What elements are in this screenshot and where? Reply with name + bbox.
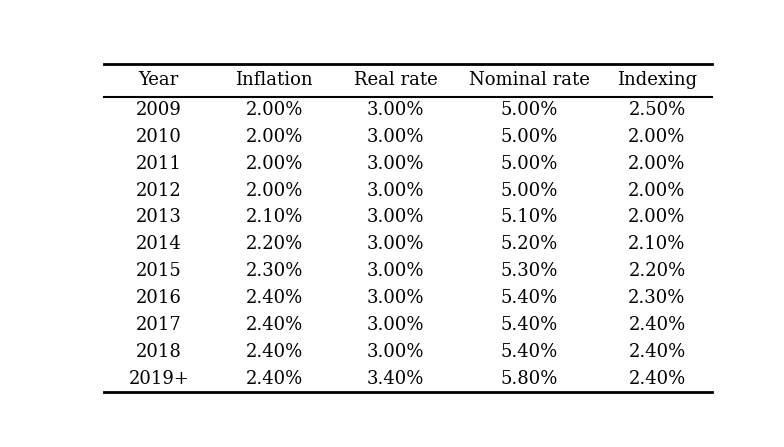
Text: 3.00%: 3.00% bbox=[367, 235, 424, 253]
Text: 5.10%: 5.10% bbox=[501, 208, 558, 227]
Text: 2.20%: 2.20% bbox=[628, 262, 686, 280]
Text: 2015: 2015 bbox=[136, 262, 182, 280]
Text: 2018: 2018 bbox=[136, 343, 182, 361]
Text: 5.40%: 5.40% bbox=[501, 289, 558, 307]
Text: 3.00%: 3.00% bbox=[367, 181, 424, 200]
Text: 2.00%: 2.00% bbox=[628, 128, 686, 146]
Text: 3.00%: 3.00% bbox=[367, 208, 424, 227]
Text: 2012: 2012 bbox=[136, 181, 182, 200]
Text: 3.00%: 3.00% bbox=[367, 289, 424, 307]
Text: 2.50%: 2.50% bbox=[628, 101, 686, 119]
Text: 2014: 2014 bbox=[136, 235, 182, 253]
Text: 3.00%: 3.00% bbox=[367, 155, 424, 173]
Text: Year: Year bbox=[139, 72, 179, 89]
Text: 2.00%: 2.00% bbox=[245, 181, 303, 200]
Text: 2010: 2010 bbox=[136, 128, 182, 146]
Text: 2.30%: 2.30% bbox=[245, 262, 303, 280]
Text: 5.30%: 5.30% bbox=[501, 262, 558, 280]
Text: 5.40%: 5.40% bbox=[501, 343, 558, 361]
Text: 2.40%: 2.40% bbox=[245, 316, 303, 334]
Text: 3.00%: 3.00% bbox=[367, 316, 424, 334]
Text: 2.10%: 2.10% bbox=[245, 208, 303, 227]
Text: 3.00%: 3.00% bbox=[367, 128, 424, 146]
Text: 2019+: 2019+ bbox=[129, 370, 189, 388]
Text: 5.40%: 5.40% bbox=[501, 316, 558, 334]
Text: 2.20%: 2.20% bbox=[245, 235, 303, 253]
Text: 2.40%: 2.40% bbox=[245, 289, 303, 307]
Text: 2016: 2016 bbox=[136, 289, 182, 307]
Text: 2.00%: 2.00% bbox=[245, 101, 303, 119]
Text: 2.00%: 2.00% bbox=[628, 155, 686, 173]
Text: 2.40%: 2.40% bbox=[628, 370, 686, 388]
Text: 5.00%: 5.00% bbox=[501, 101, 558, 119]
Text: 5.00%: 5.00% bbox=[501, 181, 558, 200]
Text: 3.00%: 3.00% bbox=[367, 343, 424, 361]
Text: Indexing: Indexing bbox=[617, 72, 697, 89]
Text: 2.00%: 2.00% bbox=[245, 155, 303, 173]
Text: 2.40%: 2.40% bbox=[245, 343, 303, 361]
Text: 2.40%: 2.40% bbox=[628, 343, 686, 361]
Text: 2009: 2009 bbox=[136, 101, 182, 119]
Text: 2.10%: 2.10% bbox=[628, 235, 686, 253]
Text: 2011: 2011 bbox=[136, 155, 182, 173]
Text: 3.40%: 3.40% bbox=[367, 370, 424, 388]
Text: 2017: 2017 bbox=[136, 316, 182, 334]
Text: Inflation: Inflation bbox=[235, 72, 313, 89]
Text: 5.00%: 5.00% bbox=[501, 128, 558, 146]
Text: 3.00%: 3.00% bbox=[367, 262, 424, 280]
Text: Nominal rate: Nominal rate bbox=[469, 72, 590, 89]
Text: 2.40%: 2.40% bbox=[628, 316, 686, 334]
Text: 3.00%: 3.00% bbox=[367, 101, 424, 119]
Text: 5.80%: 5.80% bbox=[501, 370, 558, 388]
Text: 5.00%: 5.00% bbox=[501, 155, 558, 173]
Text: 2.30%: 2.30% bbox=[628, 289, 686, 307]
Text: 2013: 2013 bbox=[136, 208, 182, 227]
Text: 2.00%: 2.00% bbox=[628, 181, 686, 200]
Text: 2.00%: 2.00% bbox=[628, 208, 686, 227]
Text: Real rate: Real rate bbox=[354, 72, 437, 89]
Text: 2.00%: 2.00% bbox=[245, 128, 303, 146]
Text: 2.40%: 2.40% bbox=[245, 370, 303, 388]
Text: 5.20%: 5.20% bbox=[501, 235, 558, 253]
